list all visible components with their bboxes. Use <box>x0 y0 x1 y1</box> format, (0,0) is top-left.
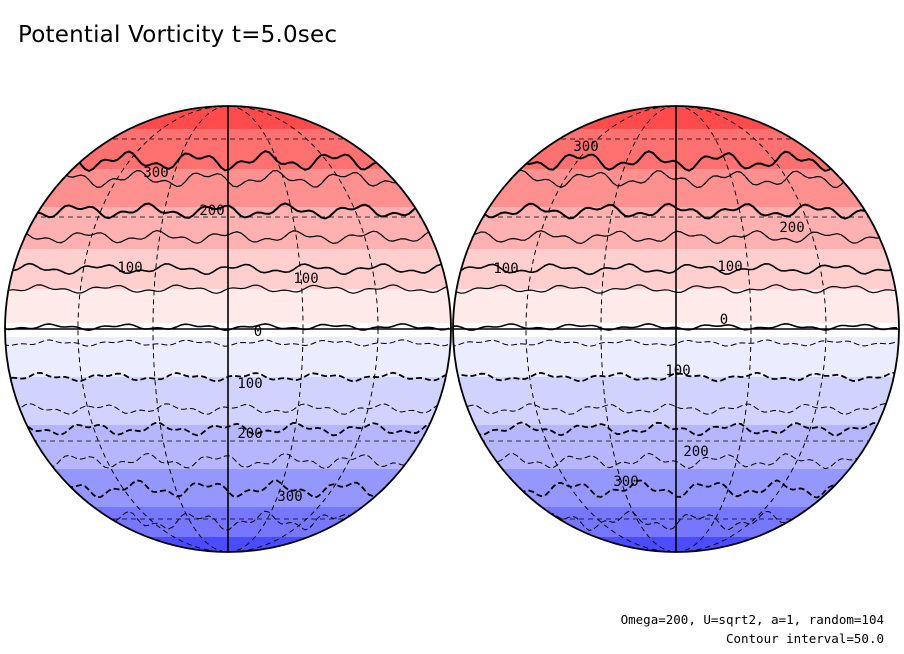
contour-label: 300 <box>573 139 598 155</box>
contour-label: 300 <box>613 474 638 490</box>
contour-label: 100 <box>665 363 690 379</box>
contour-label: 0 <box>254 324 262 340</box>
contour-positive <box>5 284 450 294</box>
contour-negative <box>5 403 450 415</box>
contour-positive <box>5 202 450 220</box>
contour-negative <box>453 452 898 470</box>
contour-label: 100 <box>237 376 262 392</box>
plot-title: Potential Vorticity t=5.0sec <box>18 22 338 48</box>
contour-label: 200 <box>779 220 804 236</box>
contour-positive <box>453 262 898 276</box>
hemisphere-right: 300 200 100 100 0 100 200 300 <box>452 105 900 553</box>
contour-positive <box>5 229 450 245</box>
contour-label: 300 <box>277 489 302 505</box>
contour-label: 100 <box>293 271 318 287</box>
contour-label: 100 <box>717 259 742 275</box>
contour-interval-note: Contour interval=50.0 <box>725 631 884 646</box>
globe-outline <box>452 105 900 553</box>
contour-negative <box>453 371 898 383</box>
contour-label: 100 <box>117 260 142 276</box>
contour-negative <box>5 371 450 383</box>
contour-positive <box>453 202 898 220</box>
contour-negative <box>5 339 450 347</box>
contour-label: 0 <box>720 312 728 328</box>
contour-negative <box>453 339 898 347</box>
contour-positive <box>5 262 450 276</box>
contour-negative <box>5 452 450 470</box>
contour-label: 200 <box>683 444 708 460</box>
contour-negative <box>453 421 898 437</box>
contour-label: 100 <box>493 261 518 277</box>
contour-positive <box>453 169 898 189</box>
hemisphere-left: 300 200 100 100 0 100 200 300 <box>4 105 452 553</box>
contour-label: 200 <box>237 426 262 442</box>
contour-negative <box>5 421 450 437</box>
contour-positive <box>5 169 450 188</box>
globe-outline <box>4 105 452 553</box>
contour-negative <box>453 403 898 415</box>
contour-label: 300 <box>143 165 168 181</box>
contour-positive <box>5 323 450 332</box>
contour-label: 200 <box>199 203 224 219</box>
contour-positive <box>453 229 898 245</box>
contour-positive <box>453 284 898 294</box>
parameter-note: Omega=200, U=sqrt2, a=1, random=104 <box>620 612 884 627</box>
contour-negative <box>5 479 450 499</box>
